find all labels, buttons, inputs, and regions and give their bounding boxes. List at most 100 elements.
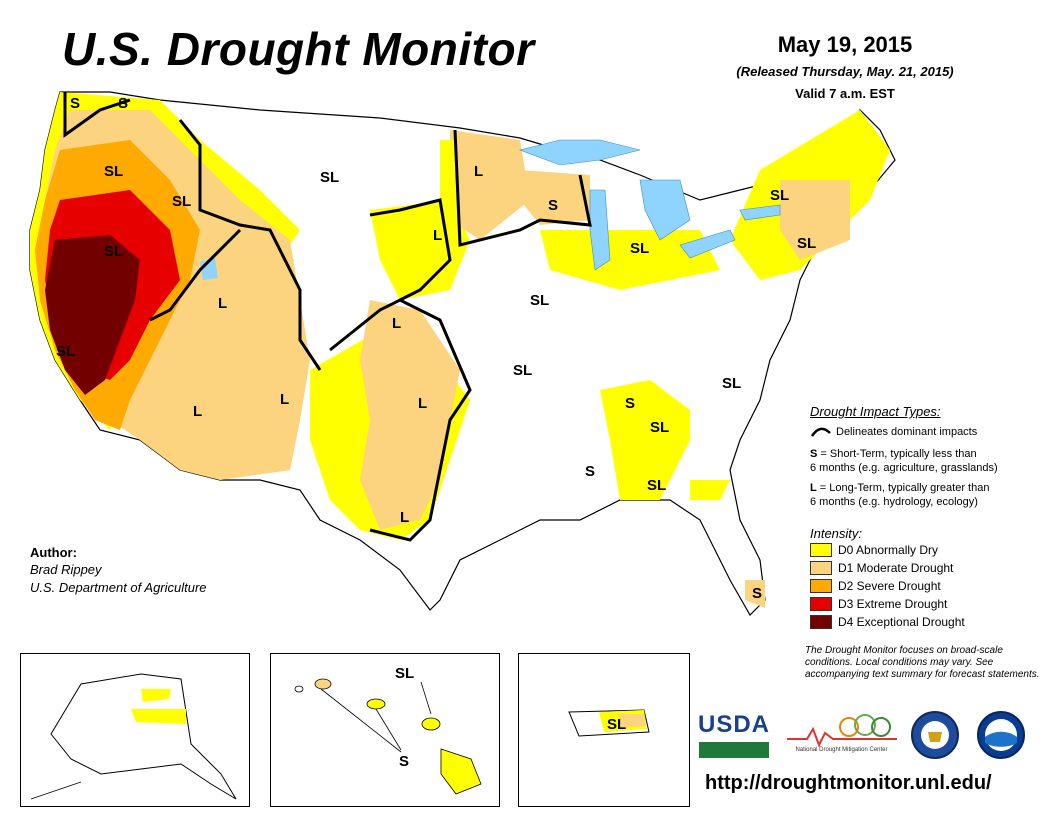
ndmc-logo-text: National Drought Mitigation Center	[795, 746, 888, 753]
label-wi-s: S	[548, 197, 558, 214]
short-term-desc: S = Short-Term, typically less than 6 mo…	[810, 447, 1050, 475]
delineate-text: Delineates dominant impacts	[836, 426, 978, 438]
legend-item-d4: D4 Exceptional Drought	[810, 613, 965, 631]
label-tx-l: L	[400, 509, 409, 526]
short-term-text2: 6 months (e.g. agriculture, grasslands)	[810, 462, 998, 474]
label-nh-sl: SL	[770, 187, 789, 204]
d4-west	[45, 235, 140, 395]
noaa-logo-icon	[976, 710, 1026, 760]
d0-michigan	[540, 230, 720, 290]
label-ne-l: L	[392, 315, 401, 332]
label-mi-sl: SL	[630, 240, 649, 257]
usda-logo-hills	[699, 739, 769, 758]
impact-line-icon	[810, 427, 831, 437]
swatch-d2	[810, 579, 832, 593]
label-mn-l: L	[474, 163, 483, 180]
label-ia-sl: SL	[530, 292, 549, 309]
legend-item-d0: D0 Abnormally Dry	[810, 541, 965, 559]
short-term-key: S	[810, 448, 818, 460]
label-mo-sl: SL	[513, 362, 532, 379]
label-pr-sl: SL	[607, 716, 626, 733]
alaska-inset	[20, 653, 250, 807]
label-or-sl: SL	[104, 163, 123, 180]
impact-legend-title: Drought Impact Types:	[810, 404, 941, 419]
swatch-d0	[810, 543, 832, 557]
usda-logo-text: USDA	[698, 711, 771, 738]
hawaii-map: SL S	[294, 665, 482, 795]
impact-line-north	[369, 198, 452, 302]
label-nc-sl: SL	[722, 375, 741, 392]
d1-northeast	[780, 180, 850, 260]
lake-ontario	[739, 204, 781, 221]
swatch-d3	[810, 597, 832, 611]
commerce-seal-icon	[910, 710, 960, 760]
label-ny-sl: SL	[797, 235, 816, 252]
delineate-row: Delineates dominant impacts	[810, 425, 1050, 439]
impact-legend: Drought Impact Types: Delineates dominan…	[810, 404, 1050, 509]
intensity-legend-title: Intensity:	[810, 526, 863, 541]
label-al-s: S	[585, 463, 595, 480]
valid-time: Valid 7 a.m. EST	[795, 86, 895, 101]
label-wa-s2: S	[118, 95, 128, 112]
legend-label-d0: D0 Abnormally Dry	[838, 543, 939, 557]
label-ga-sl: SL	[650, 419, 669, 436]
label-ga2-sl: SL	[647, 477, 666, 494]
website-url[interactable]: http://droughtmonitor.unl.edu/	[705, 772, 992, 794]
label-wa-s: S	[70, 95, 80, 112]
legend-item-d1: D1 Moderate Drought	[810, 559, 965, 577]
legend-label-d3: D3 Extreme Drought	[838, 597, 948, 611]
intensity-legend: Intensity: D0 Abnormally Dry D1 Moderate…	[810, 526, 965, 631]
label-mt-sl: SL	[320, 169, 339, 186]
long-term-text2: 6 months (e.g. hydrology, ecology)	[810, 496, 978, 508]
lake-erie	[679, 229, 736, 259]
label-id-sl: SL	[172, 193, 191, 210]
legend-item-d3: D3 Extreme Drought	[810, 595, 965, 613]
d1-florida	[745, 580, 765, 608]
d1-southwest	[160, 360, 300, 480]
label-hi-s: S	[399, 753, 409, 770]
d0-carolinas	[690, 480, 730, 500]
swatch-d4	[810, 615, 832, 629]
impact-line-washington	[63, 92, 131, 138]
swatch-d1	[810, 561, 832, 575]
impact-line-west	[178, 119, 322, 371]
label-nv-sl: SL	[104, 243, 123, 260]
legend-label-d1: D1 Moderate Drought	[838, 561, 954, 575]
impact-line-minnesota	[453, 129, 592, 247]
hawaii-inset: SL S	[270, 653, 500, 807]
release-date: (Released Thursday, May. 21, 2015)	[736, 64, 954, 79]
legend-item-d2: D2 Severe Drought	[810, 577, 965, 595]
ndmc-logo: National Drought Mitigation Center	[784, 705, 899, 760]
label-tn-s: S	[625, 395, 635, 412]
legend-label-d2: D2 Severe Drought	[838, 579, 941, 593]
author-name: Brad Rippey	[30, 562, 102, 577]
d1-wisconsin	[520, 170, 590, 225]
label-nm-l: L	[280, 391, 289, 408]
short-term-text: = Short-Term, typically less than	[820, 448, 977, 460]
map-title: U.S. Drought Monitor	[62, 23, 535, 75]
d1-plains	[360, 300, 460, 530]
impact-line-southwest	[149, 228, 242, 322]
lake-superior	[518, 139, 641, 166]
label-hi-sl: SL	[395, 665, 414, 682]
puerto-rico-inset: SL	[518, 653, 690, 807]
label-az-l: L	[193, 403, 202, 420]
legend-label-d4: D4 Exceptional Drought	[838, 615, 965, 629]
label-ok-l: L	[418, 395, 427, 412]
footnote: The Drought Monitor focuses on broad-sca…	[805, 645, 1040, 680]
d0-southeast	[600, 380, 690, 500]
map-date: May 19, 2015	[777, 32, 913, 57]
label-sd-l: L	[433, 227, 442, 244]
author-org: U.S. Department of Agriculture	[30, 580, 207, 595]
long-term-text: = Long-Term, typically greater than	[819, 482, 990, 494]
puerto-rico-map: SL	[568, 709, 650, 737]
d1-minnesota	[450, 130, 530, 240]
impact-line-plains	[329, 298, 472, 542]
label-fl-s: S	[752, 585, 762, 602]
long-term-key: L	[810, 482, 817, 494]
label-ca-sl: SL	[56, 343, 75, 360]
lake-huron	[639, 179, 691, 241]
author-heading: Author:	[30, 545, 77, 560]
alaska-map	[30, 673, 237, 800]
